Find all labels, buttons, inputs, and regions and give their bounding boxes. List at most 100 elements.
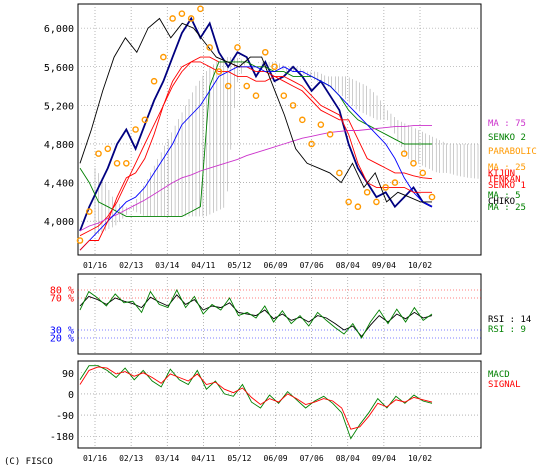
parabolic-point bbox=[326, 131, 334, 138]
y-tick-label: 4,400 bbox=[44, 179, 74, 190]
parabolic-point bbox=[299, 116, 306, 124]
senko-1-line bbox=[79, 56, 433, 237]
legend-macd: MACD bbox=[488, 370, 510, 380]
close-line bbox=[79, 16, 433, 232]
senko-2-line bbox=[79, 61, 432, 217]
ma-75-line bbox=[79, 125, 432, 232]
macd-panel: 90 0 -90 -180 01/16 02/13 03/14 04/11 05/12 06/0… bbox=[50, 360, 521, 463]
macd-y-axis: 90 0 -90 -180 bbox=[50, 369, 74, 443]
x-tick-label: 04/11 bbox=[191, 454, 215, 463]
rsi-reference-label: 20 % bbox=[50, 334, 74, 345]
x-tick-label: 07/06 bbox=[300, 261, 324, 270]
x-tick-label: 08/04 bbox=[336, 261, 360, 270]
x-tick-label: 10/02 bbox=[408, 261, 432, 270]
parabolic-point bbox=[76, 237, 84, 244]
parabolic-point bbox=[197, 5, 204, 13]
y-tick-label: 5,600 bbox=[44, 63, 74, 74]
legend-kijun: KIJUN bbox=[488, 169, 515, 179]
rsi-9-line bbox=[79, 288, 433, 339]
parabolic-point bbox=[243, 82, 251, 90]
parabolic-point bbox=[132, 126, 139, 133]
signal-line bbox=[79, 366, 433, 430]
rsi-14-line bbox=[79, 294, 433, 338]
price-series bbox=[76, 5, 436, 251]
y-tick-label: 90 bbox=[62, 369, 74, 380]
parabolic-point bbox=[280, 92, 288, 100]
legend-ma-5: MA : 5 bbox=[488, 191, 521, 201]
macd-line bbox=[79, 365, 433, 440]
x-tick-label: 06/09 bbox=[264, 454, 288, 463]
rsi-grid bbox=[78, 274, 481, 354]
ma-25-line bbox=[79, 66, 433, 251]
legend-tenkan: TENKAN bbox=[488, 175, 521, 185]
legend-rsi-9: RSI : 9 bbox=[488, 325, 526, 335]
parabolic-point bbox=[261, 48, 269, 56]
parabolic-point bbox=[289, 102, 297, 109]
parabolic-point bbox=[224, 82, 232, 90]
x-tick-label: 01/16 bbox=[83, 261, 107, 270]
parabolic-point bbox=[95, 150, 102, 157]
parabolic-point bbox=[382, 184, 389, 191]
y-tick-label: -90 bbox=[56, 411, 74, 422]
parabolic-point bbox=[373, 198, 380, 206]
macd-series bbox=[79, 365, 433, 440]
parabolic-point bbox=[336, 169, 343, 177]
legend-ma-75: MA : 75 bbox=[488, 119, 526, 129]
parabolic-point bbox=[104, 145, 112, 153]
price-y-axis: 6,000 5,600 5,200 4,800 4,400 4,000 bbox=[44, 24, 74, 228]
parabolic-point bbox=[363, 188, 371, 196]
price-panel-frame bbox=[77, 3, 482, 256]
parabolic-point bbox=[354, 203, 362, 211]
parabolic-point bbox=[271, 63, 278, 71]
x-tick-label: 05/12 bbox=[227, 454, 251, 463]
parabolic-point bbox=[317, 121, 325, 128]
ichimoku-cloud bbox=[94, 57, 479, 236]
parabolic-point bbox=[345, 198, 352, 206]
legend-rsi-14: RSI : 14 bbox=[488, 315, 531, 325]
x-tick-label: 07/06 bbox=[300, 454, 324, 463]
parabolic-point bbox=[187, 15, 195, 22]
y-tick-label: 4,800 bbox=[44, 140, 74, 151]
parabolic-point bbox=[400, 150, 408, 157]
parabolic-point bbox=[308, 140, 315, 148]
parabolic-point bbox=[113, 159, 121, 167]
legend-chiko: CHIKO bbox=[488, 197, 515, 207]
x-tick-label: 01/16 bbox=[83, 454, 107, 463]
parabolic-point bbox=[252, 92, 260, 100]
legend-signal: SIGNAL bbox=[488, 380, 521, 390]
rsi-reference-label: 80 % bbox=[50, 286, 74, 297]
kijun-line bbox=[79, 61, 432, 251]
parabolic-point bbox=[169, 15, 176, 22]
y-tick-label: 0 bbox=[68, 390, 74, 401]
x-tick-label: 10/02 bbox=[408, 454, 432, 463]
legend-senko-2: SENKO 2 bbox=[488, 133, 526, 143]
copyright-text: (C) FISCO bbox=[4, 457, 53, 467]
legend-senko-1: SENKO 1 bbox=[488, 181, 526, 191]
parabolic-point bbox=[160, 53, 167, 61]
chiko-line bbox=[79, 17, 432, 203]
macd-x-axis: 01/16 02/13 03/14 04/11 05/12 06/09 07/06 08/04… bbox=[83, 454, 432, 463]
x-tick-label: 06/09 bbox=[264, 261, 288, 270]
price-panel: 6,000 5,600 5,200 4,800 4,400 4,000 01/16 02/1… bbox=[44, 3, 537, 270]
parabolic-point bbox=[178, 10, 186, 17]
y-tick-label: 5,200 bbox=[44, 101, 74, 112]
rsi-y-axis: 80 %70 % 30 %20 % bbox=[50, 286, 74, 345]
parabolic-point bbox=[141, 116, 149, 124]
macd-panel-frame bbox=[77, 360, 482, 449]
legend-parabolic: PARABOLIC bbox=[488, 147, 537, 157]
parabolic-point bbox=[206, 44, 213, 51]
x-tick-label: 05/12 bbox=[227, 261, 251, 270]
rsi-reference-label: 30 % bbox=[50, 326, 74, 337]
macd-grid bbox=[78, 361, 481, 448]
x-tick-label: 03/14 bbox=[155, 454, 179, 463]
y-tick-label: 4,000 bbox=[44, 217, 74, 228]
legend-ma-25: MA : 25 bbox=[488, 203, 526, 213]
legend-ma-25: MA : 25 bbox=[488, 163, 526, 173]
parabolic-point bbox=[419, 169, 427, 177]
parabolic-point bbox=[85, 208, 93, 215]
x-tick-label: 09/04 bbox=[372, 261, 396, 270]
